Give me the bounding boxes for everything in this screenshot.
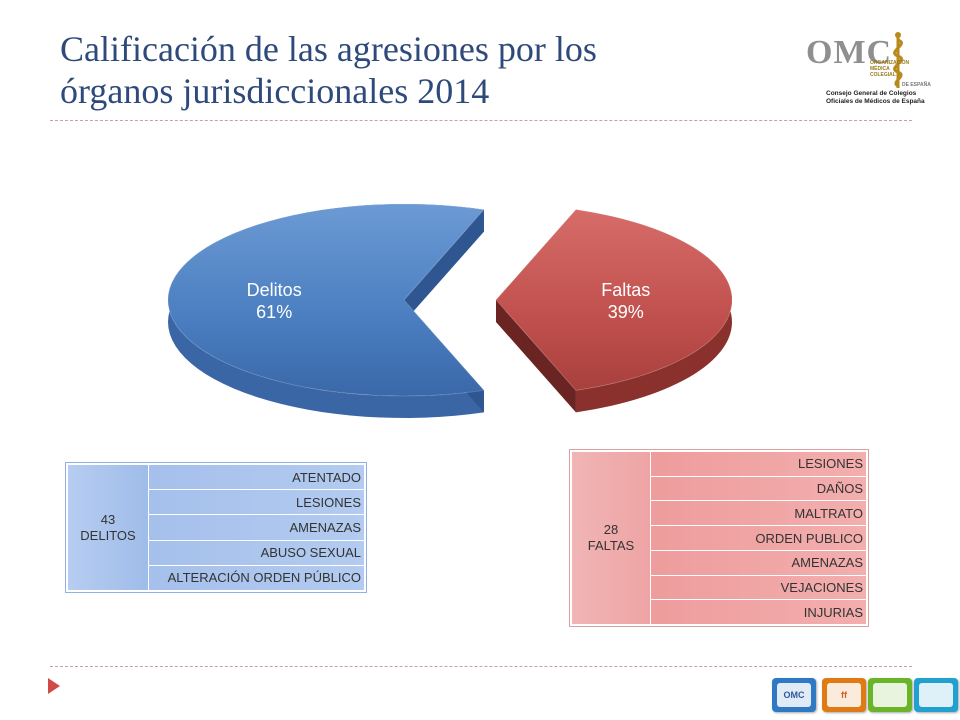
- faltas-item: ORDEN PUBLICO: [651, 526, 866, 551]
- delitos-list: ATENTADO LESIONES AMENAZAS ABUSO SEXUAL …: [149, 465, 364, 591]
- slide-title: Calificación de las agresiones por los ó…: [60, 28, 780, 112]
- logo-subtitle: Consejo General de Colegios Oficiales de…: [826, 90, 925, 105]
- delitos-item: ATENTADO: [149, 465, 364, 491]
- slice-value-label: 61%: [256, 302, 292, 322]
- faltas-table: 28 FALTAS LESIONES DAÑOS MALTRATO ORDEN …: [570, 450, 868, 626]
- slice-value-label: 39%: [608, 302, 644, 322]
- faltas-count: 28: [603, 522, 619, 537]
- ffomc-icon[interactable]: ff: [822, 678, 866, 712]
- title-line-2: órganos jurisdiccionales 2014: [60, 71, 490, 111]
- delitos-count: 43: [100, 511, 116, 527]
- faltas-summary: 28 FALTAS: [572, 452, 650, 624]
- caduceus-icon: [893, 32, 903, 88]
- delitos-item: ABUSO SEXUAL: [149, 540, 364, 566]
- delitos-table: 43 DELITOS ATENTADO LESIONES AMENAZAS AB…: [66, 463, 366, 592]
- header-divider: [50, 120, 912, 121]
- slice-label: Delitos: [247, 280, 302, 300]
- bullet-arrow-icon: [48, 678, 60, 694]
- delitos-item: ALTERACIÓN ORDEN PÚBLICO: [149, 565, 364, 591]
- delitos-item: AMENAZAS: [149, 515, 364, 541]
- faltas-label: FALTAS: [587, 538, 635, 553]
- pie-slice-faltas: [495, 209, 733, 413]
- faltas-item: DAÑOS: [651, 476, 866, 502]
- omc-logo: OMC ORGANIZACIÓN MÉDICA COLEGIAL DE ESPA…: [806, 30, 936, 110]
- faltas-item: MALTRATO: [651, 501, 866, 527]
- pie-slice-delitos: [167, 203, 485, 418]
- delitos-label: DELITOS: [80, 527, 136, 543]
- logo-acronym: OMC: [806, 34, 893, 71]
- logo-country: DE ESPAÑA: [902, 82, 931, 88]
- faltas-item: VEJACIONES: [651, 575, 866, 601]
- title-line-1: Calificación de las agresiones por los: [60, 29, 597, 69]
- faltas-list: LESIONES DAÑOS MALTRATO ORDEN PUBLICO AM…: [651, 452, 866, 625]
- faltas-item: AMENAZAS: [651, 550, 866, 576]
- faltas-item: LESIONES: [651, 452, 866, 477]
- faltas-item: INJURIAS: [651, 600, 866, 625]
- globe-icon[interactable]: [914, 678, 958, 712]
- footer-divider: [50, 666, 912, 667]
- green-icon[interactable]: [868, 678, 912, 712]
- delitos-summary: 43 DELITOS: [68, 465, 148, 590]
- slice-label: Faltas: [601, 280, 650, 300]
- omc-icon[interactable]: OMC: [772, 678, 816, 712]
- delitos-item: LESIONES: [149, 490, 364, 516]
- logo-org-text: ORGANIZACIÓN MÉDICA COLEGIAL: [870, 60, 910, 78]
